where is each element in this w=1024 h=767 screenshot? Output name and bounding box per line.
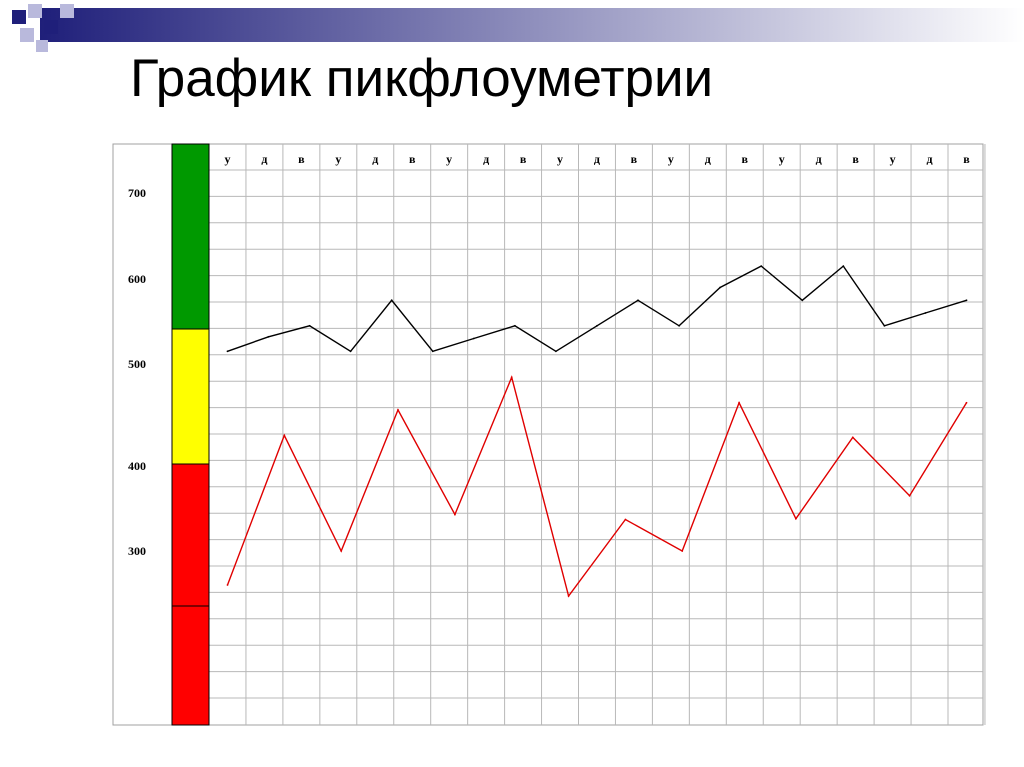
series-line (227, 265, 967, 353)
zone-red (171, 463, 210, 726)
series-point (760, 265, 763, 267)
x-category-label: у (779, 152, 785, 166)
series-line (226, 375, 968, 598)
x-category-label: у (557, 152, 563, 166)
series-point (678, 324, 680, 327)
y-tick-label: 300 (128, 544, 146, 558)
y-tick-label: 700 (128, 186, 146, 200)
series-point (510, 376, 513, 379)
series-point (965, 299, 968, 302)
series-point (472, 337, 475, 340)
series-point (514, 324, 516, 327)
series-point (681, 550, 684, 552)
x-category-label: д (483, 152, 489, 166)
zone-green (171, 143, 210, 330)
series-point (267, 335, 270, 338)
series-layer (226, 265, 968, 598)
x-category-label: в (520, 152, 527, 166)
series-point (567, 595, 570, 597)
x-category-label: д (372, 152, 378, 166)
x-category-label: в (631, 152, 638, 166)
series-point (397, 409, 399, 411)
series-point (851, 436, 854, 439)
series-point (596, 324, 598, 327)
x-category-label: в (298, 152, 305, 166)
series-1 (226, 375, 968, 598)
title-decoration (12, 4, 1024, 52)
deco-square-light-4 (36, 40, 48, 52)
series-point (908, 494, 911, 497)
grid-layer (112, 143, 986, 726)
series-point (719, 286, 721, 289)
series-point (454, 513, 456, 516)
series-point (226, 584, 229, 586)
y-tick-label: 400 (128, 459, 146, 473)
x-category-label: в (409, 152, 416, 166)
y-tick-label: 500 (128, 357, 146, 371)
series-point (340, 550, 343, 552)
series-point (390, 299, 393, 302)
x-category-label: у (668, 152, 674, 166)
title-gradient-bar (40, 8, 1024, 42)
series-point (226, 350, 229, 353)
deco-square-navy-1 (12, 10, 26, 24)
zone-yellow (171, 328, 210, 465)
x-category-label: у (335, 152, 341, 166)
slide-title: График пикфлоуметрии (130, 49, 714, 108)
series-point (801, 299, 804, 302)
x-category-label: д (261, 152, 267, 166)
series-point (965, 401, 968, 404)
series-point (842, 265, 845, 267)
x-category-label: д (926, 152, 932, 166)
deco-square-light-3 (60, 4, 74, 18)
deco-square-light-1 (28, 4, 42, 18)
series-point (624, 518, 627, 521)
series-point (308, 324, 311, 327)
series-point (637, 299, 639, 302)
series-0 (226, 265, 968, 353)
series-point (795, 517, 797, 520)
x-category-label: в (742, 152, 749, 166)
series-point (431, 350, 434, 353)
series-point (349, 350, 352, 353)
x-category-label: д (816, 152, 822, 166)
series-point (555, 350, 557, 353)
x-category-label: у (446, 152, 452, 166)
series-point (283, 434, 286, 437)
x-category-label: в (963, 152, 970, 166)
label-layer: 300 400 500 600 700 у д в у д в у д в у д в у д в у д в у д в (128, 152, 970, 558)
x-category-label: у (890, 152, 896, 166)
series-point (924, 312, 927, 314)
x-category-label: в (852, 152, 859, 166)
x-category-label: д (594, 152, 600, 166)
zone-layer (171, 143, 210, 726)
deco-square-light-2 (20, 28, 34, 42)
series-point (738, 401, 740, 404)
x-category-label: у (224, 152, 230, 166)
deco-square-navy-2 (44, 20, 58, 34)
y-tick-label: 600 (128, 272, 146, 286)
series-point (883, 324, 886, 327)
x-category-label: д (705, 152, 711, 166)
